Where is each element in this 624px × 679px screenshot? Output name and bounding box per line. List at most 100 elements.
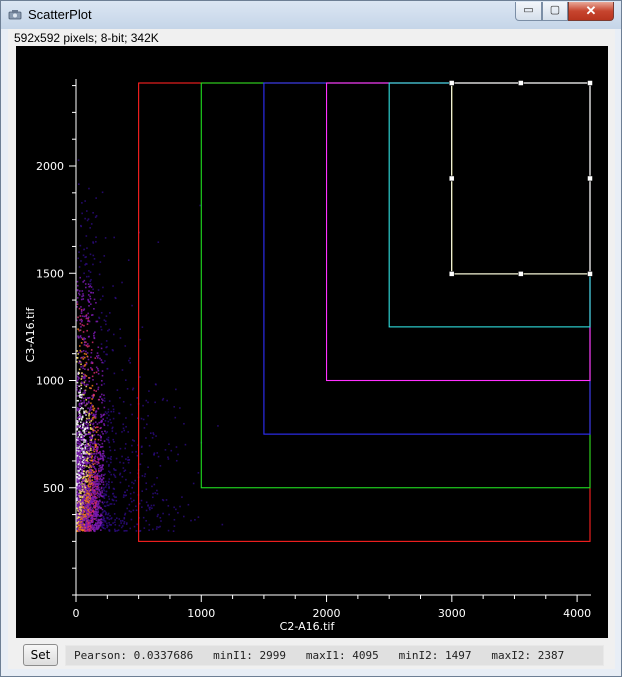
density-point — [108, 498, 111, 500]
selection-handle[interactable] — [448, 80, 455, 86]
density-point — [153, 483, 156, 486]
density-point — [103, 486, 105, 489]
density-point — [81, 295, 83, 298]
density-point — [89, 409, 91, 412]
density-point — [108, 465, 110, 467]
density-point — [84, 508, 87, 511]
density-point — [114, 496, 116, 499]
density-point — [194, 519, 196, 521]
density-point — [77, 498, 79, 501]
density-point — [92, 446, 95, 449]
density-point — [92, 405, 94, 407]
density-point — [104, 505, 107, 508]
scatter-plot-canvas[interactable]: 0 1000 2000 3000 4000 500 1000 1500 2000 C2-A16.… — [16, 46, 608, 638]
density-point — [79, 488, 81, 491]
selection-roi[interactable] — [448, 80, 593, 277]
density-point — [94, 481, 96, 483]
density-point — [112, 285, 114, 287]
density-point — [94, 460, 97, 463]
density-point — [85, 530, 87, 532]
density-point — [76, 518, 78, 521]
density-point — [79, 459, 82, 462]
density-point — [96, 355, 98, 357]
density-point — [84, 451, 87, 454]
density-point — [102, 502, 104, 505]
density-point — [102, 286, 104, 289]
title-bar[interactable]: ScatterPlot ▭ ▢ ✕ — [1, 1, 621, 29]
density-point — [96, 456, 99, 459]
density-point — [82, 424, 85, 426]
density-point — [173, 518, 176, 521]
minimize-button[interactable]: ▭ — [515, 2, 542, 21]
density-point — [80, 421, 82, 424]
density-point — [84, 412, 87, 415]
density-point — [80, 308, 83, 311]
density-point — [179, 407, 181, 409]
density-point — [175, 508, 177, 511]
density-point — [80, 466, 83, 468]
density-point — [96, 463, 98, 465]
density-point — [90, 420, 93, 422]
density-point — [112, 408, 115, 411]
density-point — [94, 443, 97, 446]
density-point — [121, 369, 124, 371]
density-point — [87, 445, 89, 447]
selection-handle[interactable] — [448, 271, 455, 277]
density-point — [90, 449, 92, 452]
density-point — [97, 519, 99, 522]
density-point — [76, 380, 78, 382]
density-point — [125, 523, 128, 526]
density-point — [76, 395, 79, 397]
selection-handle[interactable] — [587, 175, 593, 182]
density-point — [115, 432, 117, 435]
density-point — [143, 527, 146, 529]
density-point — [85, 430, 88, 432]
density-point — [93, 337, 96, 339]
selection-handle[interactable] — [587, 80, 593, 86]
density-point — [80, 384, 83, 387]
set-button[interactable]: Set — [23, 644, 58, 666]
density-point — [97, 483, 100, 486]
density-point — [126, 522, 128, 524]
density-point — [86, 343, 89, 345]
density-point — [80, 363, 82, 366]
density-point — [89, 470, 91, 472]
density-point — [90, 283, 92, 285]
density-point — [101, 445, 104, 448]
density-point — [92, 379, 94, 381]
density-point — [83, 441, 85, 443]
density-point — [76, 520, 78, 523]
density-point — [100, 413, 102, 416]
density-point — [98, 458, 100, 461]
density-point — [82, 443, 84, 445]
selection-handle[interactable] — [587, 271, 593, 277]
density-point — [83, 529, 86, 531]
density-point — [89, 227, 91, 229]
density-point — [93, 425, 95, 428]
density-point — [90, 412, 93, 414]
selection-handle[interactable] — [448, 175, 455, 182]
density-point — [78, 513, 81, 516]
density-point — [76, 319, 78, 322]
selection-handle[interactable] — [518, 80, 524, 86]
density-point — [101, 361, 103, 364]
density-point — [88, 491, 91, 493]
density-point — [93, 334, 95, 337]
close-button[interactable]: ✕ — [568, 2, 614, 21]
selection-handle[interactable] — [518, 271, 524, 277]
density-point — [80, 453, 83, 455]
density-point — [76, 384, 79, 387]
density-point — [95, 444, 97, 447]
density-point — [77, 485, 79, 487]
density-point — [76, 452, 79, 455]
density-point — [112, 417, 115, 420]
density-point — [82, 367, 84, 370]
density-point — [106, 482, 108, 485]
density-point — [97, 513, 100, 516]
density-point — [80, 387, 83, 390]
density-point — [79, 413, 82, 416]
density-point — [95, 448, 97, 451]
density-point — [131, 481, 133, 484]
maximize-button[interactable]: ▢ — [542, 2, 568, 21]
density-point — [114, 519, 116, 521]
